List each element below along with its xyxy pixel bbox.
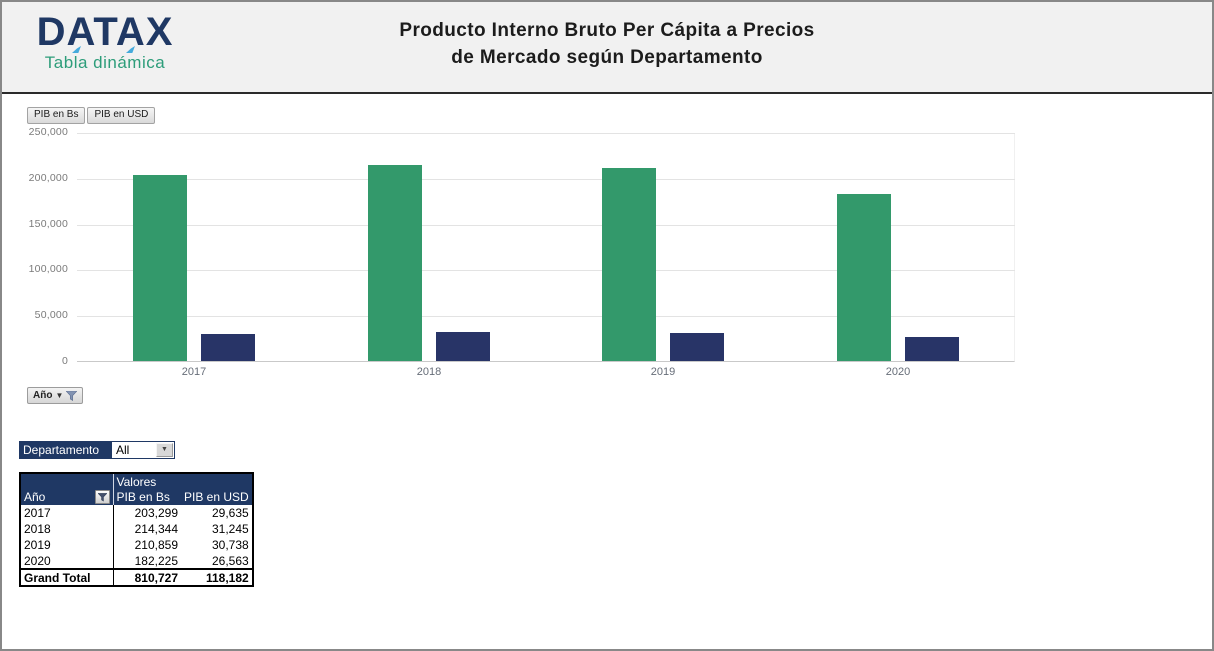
bar-pib-en-bs-2020 xyxy=(837,194,891,361)
y-tick-label-50000: 50,000 xyxy=(34,309,68,322)
axis-field-button-ano[interactable]: Año ▼ xyxy=(27,387,84,404)
column-header-pib-bs[interactable]: PIB en Bs xyxy=(113,489,181,505)
row-label-2019[interactable]: 2019 xyxy=(20,537,114,553)
bar-pib-en-usd-2018 xyxy=(436,332,490,361)
x-axis-label-2017: 2017 xyxy=(181,366,207,378)
value-2017-bs: 203,299 xyxy=(134,506,178,520)
y-tick-label-200000: 200,000 xyxy=(28,171,68,184)
bar-pib-en-usd-2017 xyxy=(201,334,255,361)
table-row: 2020 182,225 26,563 xyxy=(20,553,253,569)
gridline-150000 xyxy=(77,225,1015,226)
y-tick-label-0: 0 xyxy=(61,355,68,367)
bar-pib-en-usd-2019 xyxy=(670,333,724,361)
slicer-label: Departamento xyxy=(19,441,112,459)
x-axis-label-2018: 2018 xyxy=(416,366,442,378)
table-row: 2018 214,344 31,245 xyxy=(20,521,253,537)
value-2020-usd: 26,563 xyxy=(212,553,249,568)
gridline-50000 xyxy=(77,316,1015,317)
valores-header: Valores xyxy=(113,473,253,489)
value-2020-bs: 182,225 xyxy=(134,553,178,568)
row-label-2018[interactable]: 2018 xyxy=(20,521,114,537)
filter-funnel-icon xyxy=(66,390,78,401)
table-row: 2019 210,859 30,738 xyxy=(20,537,253,553)
axis-field-label: Año xyxy=(33,390,53,401)
chevron-down-icon: ▼ xyxy=(55,390,64,400)
bar-pib-en-usd-2020 xyxy=(905,337,959,361)
pivot-header-row-valores: Valores xyxy=(20,473,253,489)
gridline-100000 xyxy=(77,270,1015,271)
filter-funnel-icon xyxy=(97,492,107,502)
pivot-table: Valores Año PIB en Bs PIB en USD 2017 20… xyxy=(19,472,254,587)
grand-total-row: Grand Total 810,727 118,182 xyxy=(20,568,253,586)
dropdown-arrow-button[interactable]: ▼ xyxy=(156,443,173,457)
value-2018-bs: 214,344 xyxy=(134,522,178,536)
logo-accent-icon xyxy=(72,46,81,53)
page-title: Producto Interno Bruto Per Cápita a Prec… xyxy=(2,17,1212,71)
y-tick-label-250000: 250,000 xyxy=(28,126,68,138)
value-2019-bs: 210,859 xyxy=(134,538,178,552)
grand-total-label: Grand Total xyxy=(20,568,114,586)
column-header-pib-usd[interactable]: PIB en USD xyxy=(181,489,253,505)
row-field-label: Año xyxy=(24,490,46,504)
value-2019-usd: 30,738 xyxy=(212,538,249,552)
logo-subtitle: Tabla dinámica xyxy=(44,53,166,72)
value-2017-usd: 29,635 xyxy=(212,506,249,520)
slicer-value-dropdown[interactable]: All ▼ xyxy=(112,441,175,459)
logo-accent-icon xyxy=(126,46,135,53)
grand-total-usd: 118,182 xyxy=(181,568,253,586)
datax-logo: DATAX Tabla dinámica xyxy=(30,10,180,72)
slicer-selected-value: All xyxy=(116,443,130,457)
x-axis-label-2020: 2020 xyxy=(885,366,911,378)
table-row: 2017 203,299 29,635 xyxy=(20,505,253,521)
field-button-pib-bs[interactable]: PIB en Bs xyxy=(27,107,86,124)
departamento-slicer: Departamento All ▼ xyxy=(19,441,175,459)
gridline-200000 xyxy=(77,179,1015,180)
row-filter-button[interactable] xyxy=(94,490,110,504)
field-button-pib-usd[interactable]: PIB en USD xyxy=(87,107,156,124)
logo-text: DATAX xyxy=(36,10,174,54)
chart-plot-area xyxy=(77,133,1015,362)
row-label-2017[interactable]: 2017 xyxy=(20,505,114,521)
grand-total-bs: 810,727 xyxy=(113,568,181,586)
value-2018-usd: 31,245 xyxy=(212,522,249,536)
gridline-250000 xyxy=(77,133,1015,134)
bar-pib-en-bs-2019 xyxy=(602,168,656,361)
pivot-corner-cell xyxy=(20,473,114,489)
chart-field-buttons: PIB en Bs PIB en USD xyxy=(27,107,156,124)
row-field-header-cell: Año xyxy=(20,489,114,505)
x-axis-label-2019: 2019 xyxy=(650,366,676,378)
page-title-line2: de Mercado según Departamento xyxy=(451,47,763,68)
row-label-2020[interactable]: 2020 xyxy=(20,553,114,569)
bar-pib-en-bs-2017 xyxy=(133,175,187,361)
bar-pib-en-bs-2018 xyxy=(368,165,422,361)
pivot-header-row-columns: Año PIB en Bs PIB en USD xyxy=(20,489,253,505)
y-tick-label-150000: 150,000 xyxy=(28,217,68,230)
page-header: DATAX Tabla dinámica Producto Interno Br… xyxy=(2,2,1212,94)
page-title-line1: Producto Interno Bruto Per Cápita a Prec… xyxy=(399,20,815,41)
y-tick-label-100000: 100,000 xyxy=(28,263,68,276)
